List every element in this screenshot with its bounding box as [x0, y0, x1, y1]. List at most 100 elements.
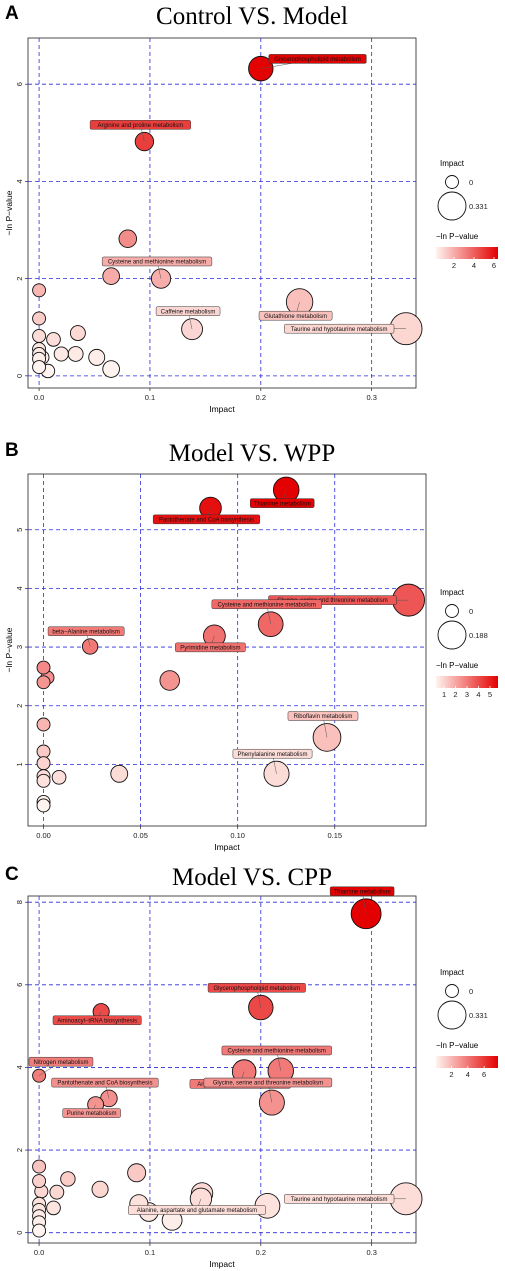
label-text: Nitrogen metabolism [33, 1060, 88, 1066]
pathway-bubble [110, 764, 129, 783]
colorbar-tick-label: 1 [442, 690, 446, 699]
legend: Impact 0 0.331 −ln P−value 2 4 6 [436, 968, 498, 1079]
pathway-bubble [60, 1171, 76, 1187]
y-tick-label: 4 [15, 586, 24, 590]
legend-size-small [445, 175, 459, 189]
x-tick-label: 0.05 [133, 831, 148, 840]
legend-size-title: Impact [440, 968, 465, 977]
pathway-label: Pantothenate and CoA biosynthesis [152, 507, 261, 525]
pathway-label: Arginine and proline metabolism [89, 120, 191, 142]
pathway-label: Cysteine and methionine metabolism [221, 1045, 332, 1071]
y-tick-label: 4 [15, 1065, 24, 1069]
pathway-label: Nitrogen metabolism [28, 1056, 94, 1076]
colorbar-tick-label: 6 [492, 261, 496, 270]
pathway-bubble [67, 346, 84, 362]
pathway-bubble [32, 329, 47, 343]
x-tick-label: 0.00 [36, 831, 51, 840]
y-axis-title: −ln P−value [4, 627, 14, 672]
y-axis-title: −ln P−value [4, 190, 14, 235]
label-box [284, 1194, 395, 1204]
label-box [329, 886, 395, 897]
colorbar-tick-label: 3 [465, 690, 469, 699]
colorbar-tick-label: 2 [453, 690, 457, 699]
pathway-bubble [69, 325, 86, 342]
x-tick-label: 0.3 [366, 393, 376, 402]
pathway-label: Glutathione metabolism [258, 301, 333, 321]
colorbar-tick-label: 2 [449, 1070, 453, 1079]
label-box [258, 310, 333, 321]
colorbar-tick-label: 6 [482, 1070, 486, 1079]
legend-colorbar [436, 247, 498, 259]
x-tick-label: 0.0 [34, 1248, 44, 1257]
pathway-label: Riboflavin metabolism [287, 711, 359, 738]
x-tick-label: 0.0 [34, 393, 44, 402]
pathway-label: Aminoacyl−tRNA biosynthesis [52, 1011, 142, 1026]
label-box [232, 748, 313, 759]
label-box [28, 1056, 94, 1067]
label-text: Thiamine metabolism [334, 889, 391, 895]
label-text: Alanine, aspartate and glutamate metabol… [137, 1208, 257, 1214]
legend-color-title: −ln P−value [436, 661, 479, 670]
plot-frame [27, 895, 417, 1244]
label-box [221, 1045, 332, 1056]
label-box [175, 642, 246, 653]
pathway-label: Glycerophospholipid metabolism [260, 54, 367, 69]
y-tick-label: 2 [15, 277, 24, 281]
label-text: Thiamine metabolism [254, 501, 311, 507]
x-tick-label: 0.2 [256, 1248, 266, 1257]
label-text: Cysteine and methionine metabolism [217, 602, 315, 608]
colorbar-tick-label: 4 [466, 1070, 470, 1079]
pathway-bubble [36, 660, 51, 675]
x-tick-label: 0.10 [230, 831, 245, 840]
panel-title: Control VS. Model [156, 3, 348, 30]
label-text: Glycine, serine and threonine metabolism [213, 1081, 323, 1087]
y-tick-label: 6 [15, 983, 24, 987]
label-box [128, 1205, 266, 1215]
pathway-bubble [36, 798, 51, 813]
pathway-label: Alanine, aspartate and glutamate metabol… [128, 1198, 266, 1215]
pathway-bubble [91, 1180, 109, 1198]
label-text: Pyrimidine metabolism [180, 645, 240, 651]
label-text: Glycerophospholipid metabolism [274, 57, 361, 63]
y-tick-label: 2 [15, 704, 24, 708]
label-box [287, 711, 359, 721]
label-box [211, 599, 322, 610]
label-text: Cysteine and methionine metabolism [228, 1049, 326, 1055]
panel-title: Model VS. CPP [172, 864, 332, 891]
legend-size-label: 0 [469, 987, 473, 996]
legend-size-large [437, 620, 467, 650]
pathway-bubble [49, 1184, 65, 1200]
legend-color-title: −ln P−value [436, 232, 479, 241]
legend: Impact 0 0.331 −ln P−value 2 4 6 [436, 159, 498, 270]
colorbar-tick-label: 4 [476, 690, 480, 699]
legend-size-title: Impact [440, 588, 465, 597]
y-tick-label: 0 [15, 1231, 24, 1235]
legend-size-label: 0.188 [469, 631, 488, 640]
panel-letter: B [5, 440, 19, 461]
label-box [62, 1108, 121, 1118]
label-box [89, 120, 191, 130]
label-text: Purine metabolism [67, 1111, 117, 1117]
panel-title: Model VS. WPP [169, 440, 335, 467]
legend-size-label: 0 [469, 607, 473, 616]
legend-size-label: 0.331 [469, 202, 488, 211]
label-text: Glutathione metabolism [264, 314, 327, 320]
label-text: Caffeine metabolism [161, 309, 216, 315]
x-axis-title: Impact [214, 842, 240, 852]
pathway-label: Caffeine metabolism [155, 306, 221, 330]
pathway-label: beta−Alanine metabolism [47, 626, 125, 647]
y-tick-label: 5 [15, 528, 24, 532]
label-text: Pantothenate and CoA biosynthesis [57, 1081, 152, 1087]
panel-letter: A [5, 3, 19, 24]
legend-size-title: Impact [440, 159, 465, 168]
pathway-bubble [159, 670, 180, 691]
pathway-bubble [102, 360, 120, 378]
pathway-bubble [32, 311, 47, 326]
pathway-bubble [32, 360, 47, 375]
y-tick-label: 0 [15, 374, 24, 378]
pathway-label: Pantothenate and CoA biosynthesis [51, 1077, 159, 1099]
y-tick-label: 3 [15, 645, 24, 649]
